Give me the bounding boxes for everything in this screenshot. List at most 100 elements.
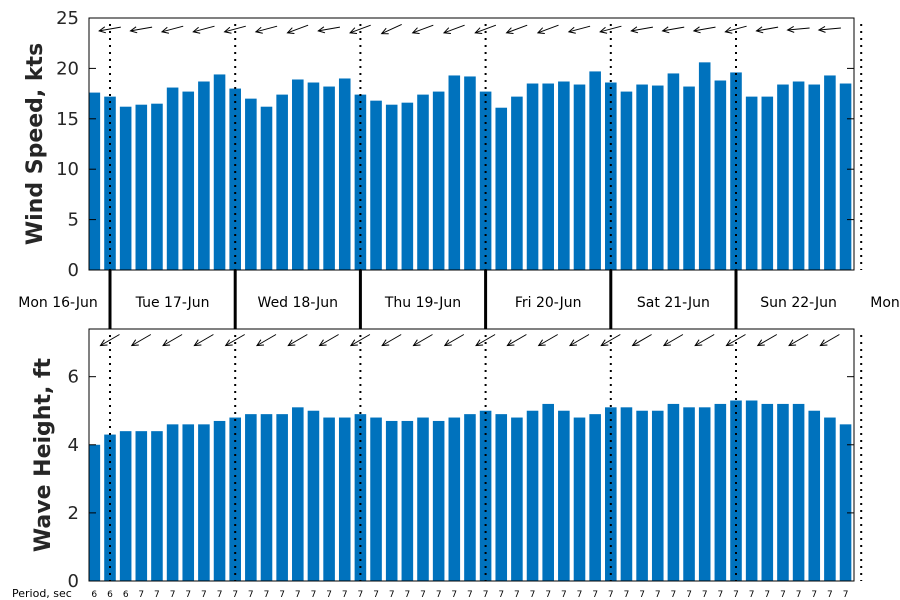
wind-speed-bar — [119, 106, 132, 270]
wind-direction-arrow-head — [536, 27, 545, 34]
wind-direction-arrow-shaft — [130, 26, 153, 32]
wave-direction-arrow-head — [631, 339, 640, 347]
period-value: 7 — [733, 590, 739, 600]
wind-direction-arrow-shaft — [568, 25, 591, 33]
wave-y-tick-label: 2 — [68, 503, 79, 524]
wind-direction-arrow-head — [474, 27, 483, 34]
wave-height-bar — [213, 420, 226, 581]
wave-direction-arrow-shaft — [694, 334, 715, 346]
wave-direction-arrow — [443, 334, 465, 347]
period-value: 7 — [718, 590, 724, 600]
wave-direction-arrow-shaft — [381, 334, 402, 346]
day-label: Wed 18-Jun — [258, 295, 339, 311]
period-value: 7 — [342, 590, 348, 600]
wind-direction-arrow-head — [349, 27, 358, 34]
wind-speed-bar — [151, 103, 163, 271]
wave-direction-arrow — [475, 334, 496, 347]
wave-direction-arrow-shaft — [444, 334, 465, 346]
period-value: 7 — [451, 590, 457, 600]
period-value: 7 — [592, 590, 598, 600]
wave-direction-arrow — [287, 334, 308, 347]
wave-direction-arrow-shaft — [726, 334, 746, 346]
wave-height-bar — [792, 403, 805, 581]
wind-speed-bar — [276, 94, 288, 270]
wind-speed-bar — [558, 81, 570, 270]
wave-height-bars — [88, 400, 852, 581]
wave-direction-arrow-head — [475, 339, 484, 347]
wind-speed-bar — [636, 84, 648, 270]
wind-speed-bar — [808, 84, 821, 270]
wind-direction-arrow-head — [286, 27, 295, 34]
wind-speed-bar — [542, 83, 554, 271]
wave-height-bar — [620, 407, 633, 581]
wave-height-bar — [636, 410, 648, 581]
wind-direction-arrow — [786, 25, 810, 33]
wave-height-bar — [651, 410, 664, 581]
wind-direction-arrow-head — [661, 26, 670, 34]
wind-direction-arrow-shaft — [349, 24, 371, 34]
wave-direction-arrow — [631, 334, 652, 347]
wind-speed-bar — [464, 76, 476, 271]
wave-direction-arrow-head — [256, 339, 265, 347]
period-value: 6 — [123, 590, 129, 600]
wind-speed-bar — [824, 75, 836, 271]
wave-direction-arrow — [224, 334, 245, 347]
wave-direction-arrow-shaft — [632, 334, 652, 346]
wave-direction-arrow-shaft — [507, 334, 527, 346]
wave-direction-arrow-shaft — [663, 334, 684, 346]
wind-y-tick-label: 25 — [56, 8, 79, 29]
period-value: 7 — [530, 590, 536, 600]
wave-direction-arrow — [537, 334, 558, 347]
period-value: 7 — [514, 590, 520, 600]
wind-speed-bar — [714, 80, 727, 270]
period-value: 7 — [248, 590, 254, 600]
wave-direction-arrow-head — [600, 339, 609, 347]
wave-direction-arrow-head — [537, 339, 546, 347]
wave-height-bar — [276, 414, 288, 581]
wave-height-bar — [698, 407, 711, 581]
wave-height-bar — [245, 414, 257, 581]
wind-speed-bar — [135, 104, 148, 270]
day-label: Tue 17-Jun — [135, 295, 210, 311]
wave-height-bar — [589, 414, 601, 581]
wind-y-tick-label: 10 — [56, 159, 79, 180]
day-label: Sat 21-Jun — [637, 295, 710, 311]
wind-direction-arrow-head — [98, 26, 107, 34]
period-value: 7 — [170, 590, 176, 600]
wave-direction-arrow-shaft — [413, 334, 433, 346]
wind-direction-arrow — [223, 25, 246, 34]
wind-direction-arrow — [317, 26, 340, 34]
wind-speed-bar — [370, 100, 382, 270]
wave-direction-arrow-shaft — [820, 334, 840, 346]
wind-speed-bar — [307, 82, 320, 270]
wave-direction-arrow — [662, 334, 684, 347]
wave-direction-arrow — [381, 334, 402, 347]
wind-direction-arrow-head — [380, 27, 389, 35]
wave-direction-arrow-head — [99, 339, 108, 347]
period-value: 7 — [217, 590, 223, 600]
period-value: 7 — [843, 590, 849, 600]
wave-direction-arrow-shaft — [350, 334, 371, 346]
day-label: Mon — [870, 295, 900, 311]
wind-direction-arrow-shaft — [506, 24, 528, 34]
wind-direction-arrow-shaft — [318, 26, 340, 32]
period-value: 7 — [764, 590, 770, 600]
period-value: 7 — [608, 590, 614, 600]
wave-height-bar — [370, 417, 382, 581]
wind-direction-arrow-shaft — [818, 27, 841, 31]
wind-direction-arrow-shaft — [99, 26, 121, 32]
wind-direction-arrow — [349, 24, 371, 34]
wind-direction-arrow — [755, 26, 779, 34]
wind-speed-bar — [651, 85, 664, 270]
wind-direction-arrow — [192, 25, 215, 34]
wave-direction-arrow-shaft — [319, 334, 339, 346]
wave-height-bar — [307, 410, 320, 581]
period-value: 7 — [138, 590, 144, 600]
period-value: 7 — [749, 590, 755, 600]
wave-height-bar — [166, 424, 179, 581]
wind-speed-bar — [839, 83, 852, 271]
wind-direction-arrow-shaft — [381, 23, 402, 35]
wave-direction-arrow-head — [443, 339, 452, 347]
period-value: 7 — [405, 590, 411, 600]
wind-direction-arrow-head — [129, 26, 138, 34]
